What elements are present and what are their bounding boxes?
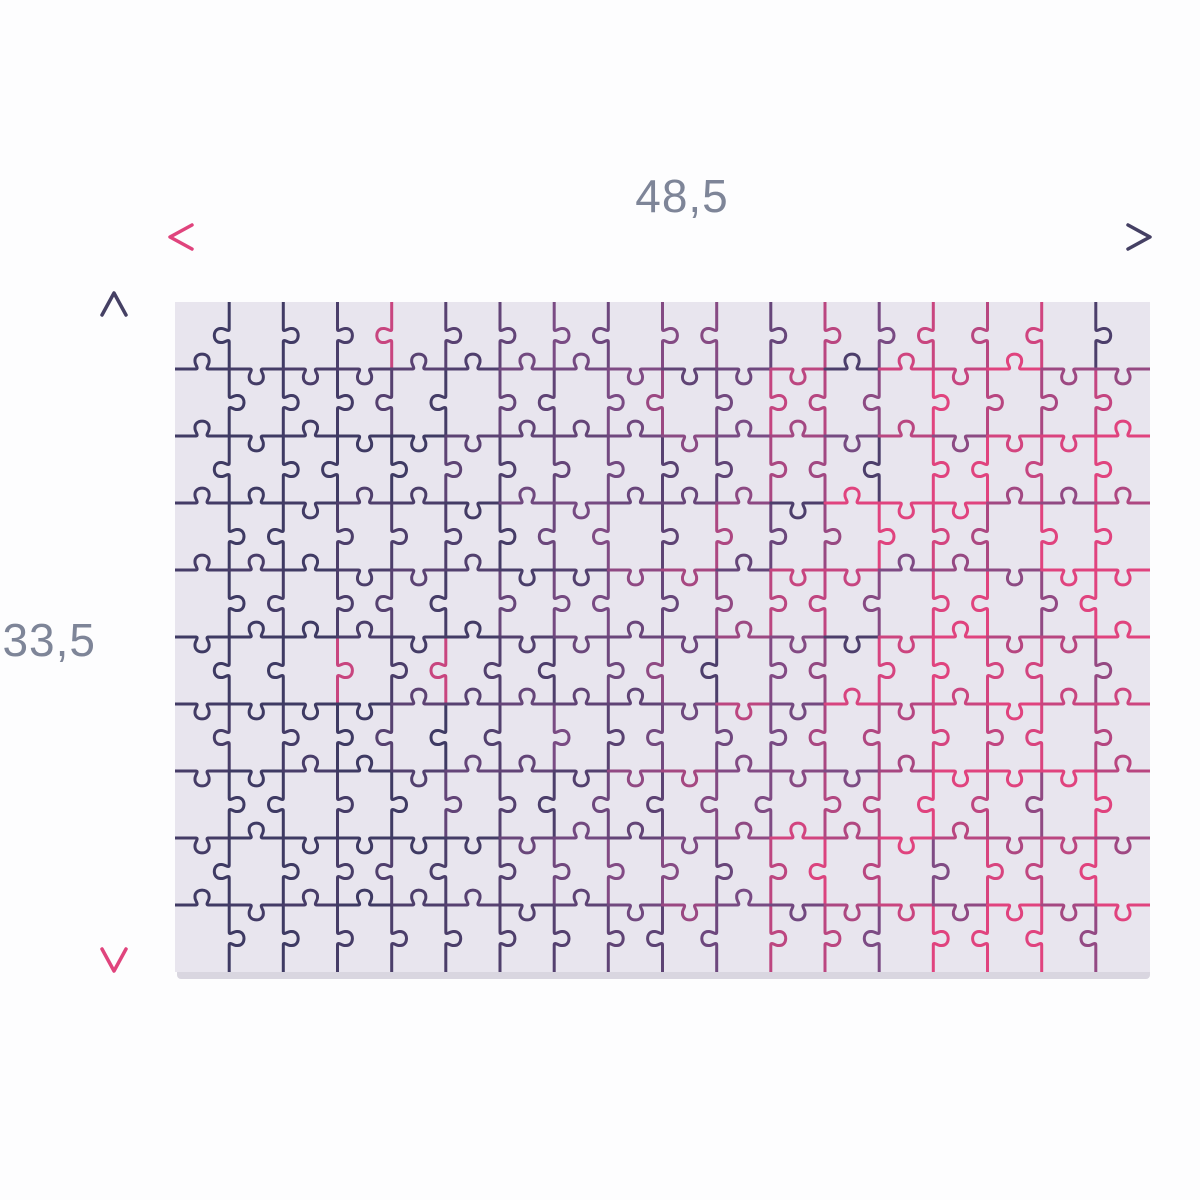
- height-arrowhead-bottom: [100, 947, 128, 973]
- height-arrow: [100, 291, 128, 973]
- width-arrowhead-right: [1126, 223, 1152, 251]
- puzzle-image: [175, 302, 1150, 979]
- puzzle-grid: [175, 302, 1150, 972]
- puzzle-bottom-edge: [177, 972, 1150, 979]
- width-arrow: [168, 223, 1152, 251]
- height-arrowhead-top: [100, 291, 128, 317]
- width-arrowhead-left: [168, 223, 194, 251]
- width-label: 48,5: [635, 170, 729, 222]
- height-label: 33,5: [2, 614, 96, 666]
